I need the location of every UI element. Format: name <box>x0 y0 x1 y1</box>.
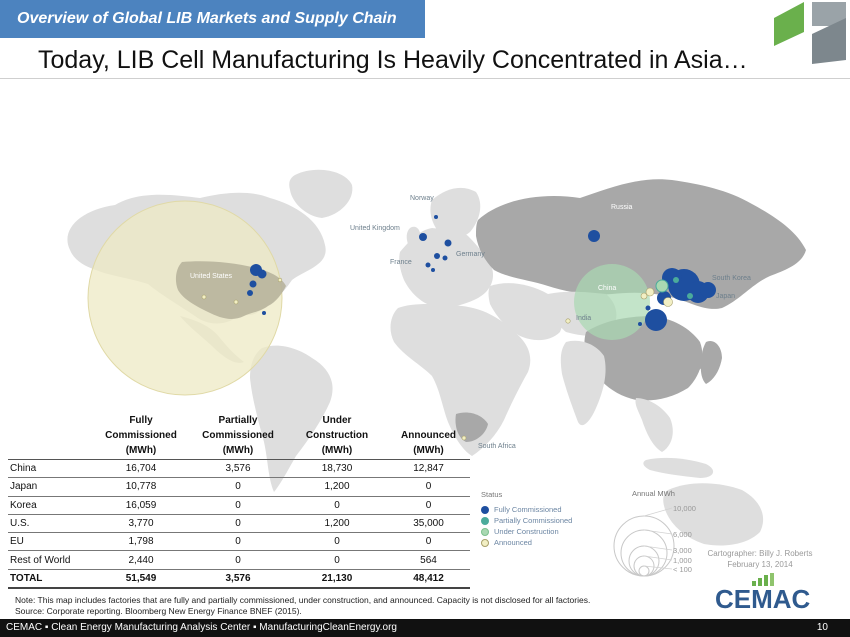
footer-text: CEMAC ▪ Clean Energy Manufacturing Analy… <box>6 622 397 633</box>
size-legend: Annual MWh 10,000 6,000 3,000 1,000 < 10… <box>600 488 730 578</box>
factory-dot <box>645 287 655 297</box>
table-total-row: TOTAL 51,549 3,576 21,130 48,412 <box>8 569 470 590</box>
australia-shape <box>663 483 764 546</box>
table-header-under-construction: Under Construction (MWh) <box>287 413 387 460</box>
size-label-3000: 3,000 <box>673 546 692 555</box>
factory-dot <box>687 293 693 299</box>
page-number: 10 <box>816 622 828 633</box>
footer-bar: CEMAC ▪ Clean Energy Manufacturing Analy… <box>0 619 850 637</box>
factory-dot <box>201 294 207 300</box>
label-russia: Russia <box>611 204 633 211</box>
status-legend: Status Fully Commissioned Partially Comm… <box>481 490 572 548</box>
size-label-100: < 100 <box>673 565 692 574</box>
africa-shape <box>390 304 531 456</box>
factory-dot <box>655 279 669 293</box>
label-france: France <box>390 259 412 266</box>
europe-shape <box>399 228 494 308</box>
factory-dot <box>638 322 642 326</box>
factory-dot <box>645 305 651 311</box>
table-row: China 16,704 3,576 18,730 12,847 <box>8 459 470 479</box>
factory-dot <box>588 230 600 242</box>
factory-dot <box>700 282 716 298</box>
india-shape <box>560 340 606 426</box>
label-united-states: United States <box>190 273 233 280</box>
factory-dot <box>444 239 452 247</box>
table-row: Korea 16,059 0 0 0 <box>8 496 470 515</box>
factory-dot <box>419 233 427 241</box>
table-header-row: Fully Commissioned (MWh) Partially Commi… <box>8 413 470 460</box>
factory-dot <box>442 255 448 261</box>
table-row: U.S. 3,770 0 1,200 35,000 <box>8 514 470 534</box>
capacity-table: Fully Commissioned (MWh) Partially Commi… <box>8 413 470 590</box>
japan-shape <box>700 340 722 384</box>
label-norway: Norway <box>410 195 434 202</box>
table-header-partially: Partially Commissioned (MWh) <box>189 413 287 460</box>
size-label-1000: 1,000 <box>673 556 692 565</box>
scandinavia-shape <box>430 187 481 240</box>
legend-item-announced: Announced <box>481 537 572 548</box>
corner-logo-icon <box>774 2 846 64</box>
legend-item-partially-commissioned: Partially Commissioned <box>481 515 572 526</box>
section-banner: Overview of Global LIB Markets and Suppl… <box>0 0 425 38</box>
label-south-africa: South Africa <box>478 443 516 450</box>
factory-dot <box>247 290 253 296</box>
table-row: EU 1,798 0 0 0 <box>8 532 470 552</box>
legend-item-fully-commissioned: Fully Commissioned <box>481 504 572 515</box>
factory-dot <box>262 311 266 315</box>
partially-commissioned-dot-icon <box>481 516 489 525</box>
fully-commissioned-dot-icon <box>481 505 489 514</box>
greenland-shape <box>289 169 353 218</box>
southeast-asia-shape <box>635 398 673 452</box>
under-construction-dot-icon <box>481 527 489 536</box>
footnote: Note: This map includes factories that a… <box>15 595 591 616</box>
size-legend-title: Annual MWh <box>632 489 675 498</box>
factory-dot <box>673 277 679 283</box>
cemac-logo-text: CEMAC <box>715 584 811 614</box>
label-india: India <box>576 315 591 322</box>
label-south-korea: South Korea <box>712 275 751 282</box>
table-header-announced: Announced (MWh) <box>387 413 470 460</box>
factory-dot <box>565 318 571 324</box>
announced-dot-icon <box>481 538 489 547</box>
factory-dot <box>434 215 438 219</box>
title-divider <box>0 78 850 79</box>
world-map: Norway United Kingdom France Germany Rus… <box>0 80 850 590</box>
label-china: China <box>598 285 616 292</box>
factory-dot <box>257 269 267 279</box>
china-capacity-circle <box>574 264 650 340</box>
size-label-10000: 10,000 <box>673 504 696 513</box>
factory-dot <box>425 262 431 268</box>
factory-dot <box>233 299 239 305</box>
indonesia-shape <box>643 457 714 478</box>
label-germany: Germany <box>456 251 485 258</box>
cemac-logo-mark-icon <box>752 573 774 586</box>
middle-east-shape <box>488 283 563 341</box>
legend-item-under-construction: Under Construction <box>481 526 572 537</box>
factory-dot <box>434 253 440 259</box>
cemac-logo: CEMAC <box>712 573 812 614</box>
factory-dot <box>277 277 283 283</box>
size-legend-circles-icon <box>613 507 675 577</box>
label-united-kingdom: United Kingdom <box>350 225 400 232</box>
factory-dot <box>663 297 673 307</box>
factory-dot <box>645 309 667 331</box>
table-header-country <box>8 413 93 460</box>
factory-dot <box>249 280 257 288</box>
table-header-fully: Fully Commissioned (MWh) <box>93 413 189 460</box>
factory-dot <box>640 292 648 300</box>
uk-shape <box>406 226 421 248</box>
page-title: Today, LIB Cell Manufacturing Is Heavily… <box>38 46 748 74</box>
label-japan: Japan <box>716 293 735 300</box>
korea-shape <box>690 348 704 371</box>
russia-shape <box>476 179 806 309</box>
table-row: Rest of World 2,440 0 0 564 <box>8 550 470 570</box>
cartographer-credit: Cartographer: Billy J. Roberts February … <box>707 549 813 569</box>
size-label-6000: 6,000 <box>673 530 692 539</box>
table-row: Japan 10,778 0 1,200 0 <box>8 477 470 497</box>
status-legend-title: Status <box>481 490 503 499</box>
factory-dot <box>431 268 435 272</box>
